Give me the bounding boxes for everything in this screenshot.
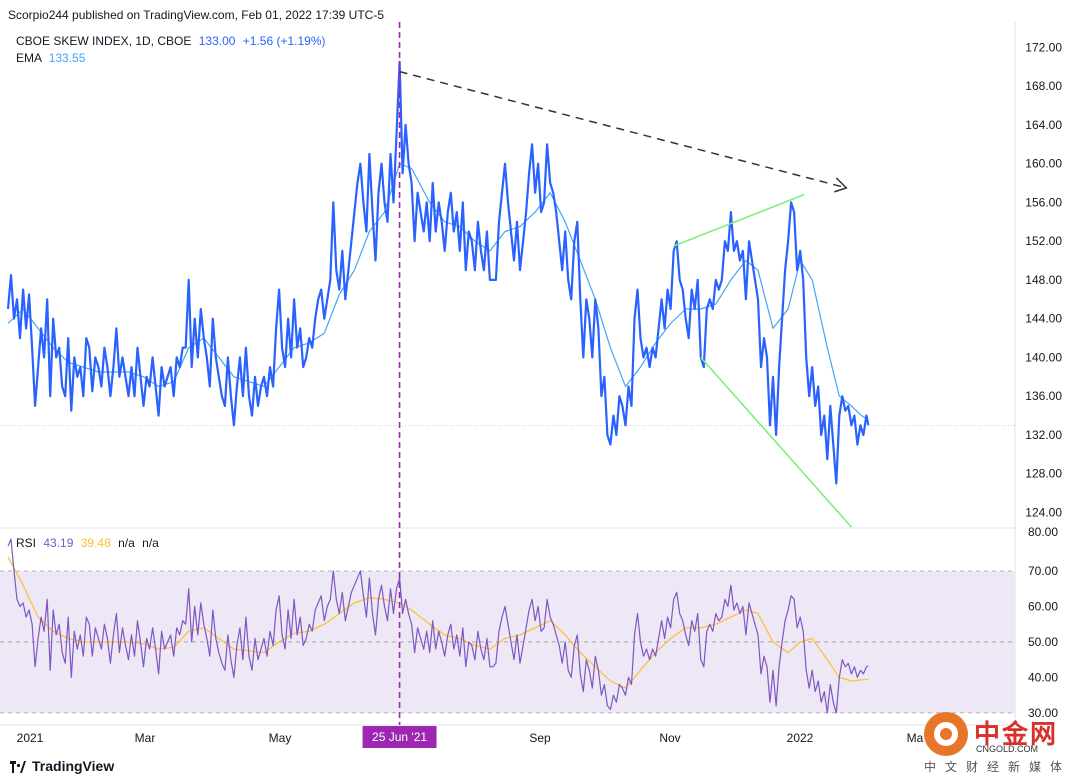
rsi-tick-label: 60.00 [1028,599,1058,613]
rsi-legend[interactable]: RSI 43.19 39.48 n/a n/a [16,536,159,550]
price-tick-label: 160.00 [1025,157,1062,171]
rsi-ma-value: 39.48 [80,536,111,550]
price-tick-label: 124.00 [1025,505,1062,519]
marker-date-badge [362,726,437,748]
rsi-tick-label: 50.00 [1028,635,1058,649]
rsi-series [7,538,869,714]
ema-label: EMA [16,51,42,65]
dashed-trend-arrowhead [834,177,848,193]
watermark-brand: 中金网 [974,719,1059,749]
rsi-label: RSI [16,536,37,550]
symbol-legend[interactable]: CBOE SKEW INDEX, 1D, CBOE 133.00 +1.56 (… [16,34,326,48]
time-tick-label: May [269,731,292,745]
price-tick-label: 152.00 [1025,234,1062,248]
rsi-polyline [7,538,869,714]
price-change: +1.56 (+1.19%) [242,34,326,48]
price-tick-label: 140.00 [1025,350,1062,364]
rsi-value: 43.19 [43,536,74,550]
last-price: 133.00 [198,34,236,48]
lower-green-trendline[interactable] [700,356,852,528]
time-tick-label: Ma [907,731,924,745]
price-axis: 172.00 168.00 164.00 160.00 156.00 152.00 148.… [1025,40,1062,519]
price-tick-label: 144.00 [1025,312,1062,326]
rsi-axis: 80.00 70.00 60.00 50.00 40.00 30.00 [1028,525,1058,720]
price-tick-label: 132.00 [1025,428,1062,442]
marker-date-label: 25 Jun '21 [372,730,427,744]
ema-legend[interactable]: EMA 133.55 [16,51,85,65]
dashed-trend-line[interactable] [399,70,847,189]
time-tick-label: Mar [135,731,156,745]
price-tick-label: 136.00 [1025,389,1062,403]
publisher-info: Scorpio244 published on TradingView.com,… [8,8,385,22]
price-polyline [6,60,870,485]
watermark-tagline: 中文财经新媒体 [924,760,1072,774]
price-tick-label: 168.00 [1025,79,1062,93]
rsi-tick-label: 30.00 [1028,706,1058,720]
cngold-watermark: 中金网 CNGOLD.COM 中文财经新媒体 [924,712,1074,776]
rsi-tick-label: 80.00 [1028,525,1058,539]
price-tick-label: 172.00 [1025,40,1062,54]
price-tick-label: 148.00 [1025,273,1062,287]
rsi-guide-lines [0,570,1015,714]
upper-green-trendline[interactable] [673,193,805,247]
cngold-logo-icon [924,712,968,756]
na-value-1: n/a [118,536,135,550]
price-tick-label: 156.00 [1025,195,1062,209]
watermark-url: CNGOLD.COM [976,744,1039,754]
symbol-name: CBOE SKEW INDEX, 1D, CBOE [16,34,192,48]
rsi-tick-label: 40.00 [1028,670,1058,684]
time-tick-label: Nov [659,731,680,745]
trend-drawings[interactable] [398,22,852,725]
time-axis: 2021 Mar May 25 Jun '21 Sep Nov 2022 Ma [17,726,924,748]
time-tick-label: Sep [529,731,551,745]
price-series [6,60,870,485]
tradingview-logo[interactable]: TradingView [10,758,114,774]
time-tick-label: 2022 [787,731,814,745]
tradingview-wordmark: TradingView [32,758,115,774]
price-tick-label: 128.00 [1025,467,1062,481]
time-tick-label: 2021 [17,731,44,745]
tradingview-logo-icon [10,760,26,773]
rsi-tick-label: 70.00 [1028,564,1058,578]
na-value-2: n/a [142,536,159,550]
price-tick-label: 164.00 [1025,118,1062,132]
ema-value: 133.55 [48,51,86,65]
